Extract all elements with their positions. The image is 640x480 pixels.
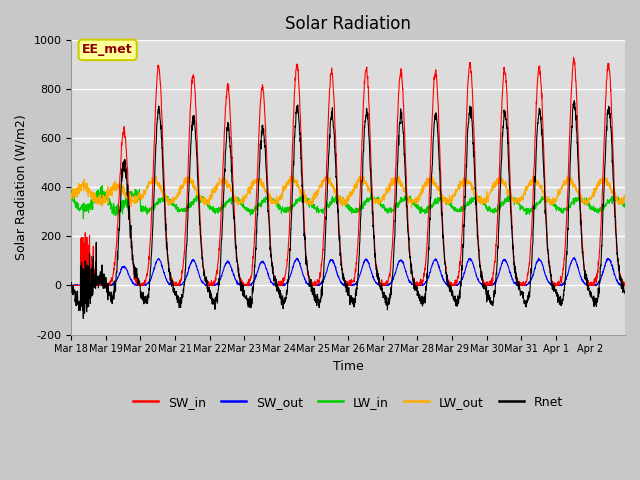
Text: EE_met: EE_met bbox=[83, 43, 133, 56]
Y-axis label: Solar Radiation (W/m2): Solar Radiation (W/m2) bbox=[15, 114, 28, 260]
Title: Solar Radiation: Solar Radiation bbox=[285, 15, 411, 33]
X-axis label: Time: Time bbox=[333, 360, 364, 373]
Legend: SW_in, SW_out, LW_in, LW_out, Rnet: SW_in, SW_out, LW_in, LW_out, Rnet bbox=[128, 391, 568, 414]
